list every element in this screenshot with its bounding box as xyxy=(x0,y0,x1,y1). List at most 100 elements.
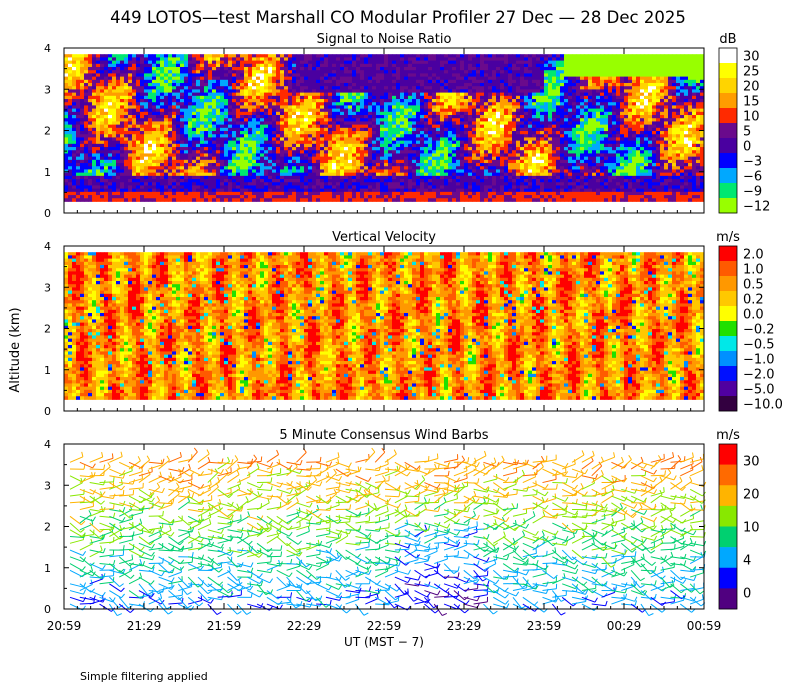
snr-cell xyxy=(80,115,85,119)
snr-cell xyxy=(328,166,333,170)
snr-cell xyxy=(392,140,397,145)
snr-cell xyxy=(96,92,101,97)
snr-cell xyxy=(304,140,309,145)
snr-cell xyxy=(296,127,301,132)
snr-cell xyxy=(440,121,445,126)
snr-cell xyxy=(84,182,89,186)
snr-cell xyxy=(388,102,393,106)
snr-cell xyxy=(440,124,445,129)
snr-cell xyxy=(364,195,369,199)
snr-cell xyxy=(80,191,85,196)
snr-cell xyxy=(440,83,445,87)
snr-cell xyxy=(72,102,77,106)
snr-cell xyxy=(368,159,373,164)
snr-cell xyxy=(376,76,381,81)
snr-cell xyxy=(192,159,197,164)
snr-cell xyxy=(172,115,177,119)
snr-cell xyxy=(200,182,205,186)
snr-cell xyxy=(468,137,473,142)
snr-cell xyxy=(264,198,269,202)
snr-cell xyxy=(460,172,465,177)
snr-cell xyxy=(228,147,233,151)
snr-cell xyxy=(452,169,457,174)
snr-cell xyxy=(104,66,109,71)
snr-cell xyxy=(164,147,169,151)
snr-cell xyxy=(400,159,405,164)
snr-cell xyxy=(420,191,425,196)
snr-cell xyxy=(164,115,169,119)
snr-cell xyxy=(284,92,289,97)
snr-cell xyxy=(492,179,497,183)
snr-cell xyxy=(340,163,345,167)
snr-cell xyxy=(392,137,397,142)
snr-cell xyxy=(356,70,361,74)
snr-cell xyxy=(364,127,369,132)
snr-cell xyxy=(160,179,165,183)
snr-cell xyxy=(232,166,237,170)
snr-cell xyxy=(328,131,333,135)
snr-cell xyxy=(376,127,381,132)
snr-cell xyxy=(224,163,229,167)
snr-cell xyxy=(368,108,373,113)
snr-cell xyxy=(208,156,213,161)
snr-cell xyxy=(152,147,157,151)
snr-cell xyxy=(336,83,341,87)
snr-cell xyxy=(136,95,141,100)
snr-cell xyxy=(236,54,241,58)
snr-cell xyxy=(76,140,81,145)
snr-cell xyxy=(416,105,421,110)
snr-cell xyxy=(204,60,209,65)
snr-cell xyxy=(396,86,401,90)
snr-cell xyxy=(448,95,453,100)
snr-cell xyxy=(488,79,493,84)
snr-cell xyxy=(128,159,133,164)
snr-cell xyxy=(128,185,133,190)
snr-cell xyxy=(108,166,113,170)
snr-cell xyxy=(404,66,409,71)
snr-cell xyxy=(436,134,441,138)
snr-cell xyxy=(496,115,501,119)
snr-cell xyxy=(84,137,89,142)
snr-cell xyxy=(328,99,333,103)
snr-cell xyxy=(312,70,317,74)
snr-cell xyxy=(364,118,369,122)
snr-cell xyxy=(184,131,189,135)
snr-cell xyxy=(168,115,173,119)
snr-cell xyxy=(396,127,401,132)
snr-cell xyxy=(108,95,113,100)
snr-cell xyxy=(324,111,329,116)
snr-cell xyxy=(324,131,329,135)
snr-cell xyxy=(400,191,405,196)
snr-cell xyxy=(192,147,197,151)
snr-cell xyxy=(176,108,181,113)
snr-cell xyxy=(120,137,125,142)
snr-cell xyxy=(280,143,285,148)
snr-cell xyxy=(212,166,217,170)
snr-cell xyxy=(152,179,157,183)
snr-cell xyxy=(268,131,273,135)
snr-cell xyxy=(332,66,337,71)
snr-cell xyxy=(172,127,177,132)
snr-cell xyxy=(304,159,309,164)
snr-cell xyxy=(428,153,433,158)
snr-cell xyxy=(360,156,365,161)
snr-cell xyxy=(116,140,121,145)
snr-cell xyxy=(312,83,317,87)
snr-cell xyxy=(212,76,217,81)
snr-cell xyxy=(256,118,261,122)
snr-cell xyxy=(224,86,229,90)
snr-cell xyxy=(92,102,97,106)
snr-cell xyxy=(452,188,457,193)
snr-cell xyxy=(216,191,221,196)
snr-cell xyxy=(108,195,113,199)
snr-cell xyxy=(320,57,325,61)
snr-cell xyxy=(340,111,345,116)
snr-cell xyxy=(284,195,289,199)
snr-cell xyxy=(232,191,237,196)
snr-cell xyxy=(304,66,309,71)
snr-cell xyxy=(164,185,169,190)
snr-cell xyxy=(264,147,269,151)
snr-cell xyxy=(220,124,225,129)
snr-cell xyxy=(184,185,189,190)
snr-cell xyxy=(316,83,321,87)
